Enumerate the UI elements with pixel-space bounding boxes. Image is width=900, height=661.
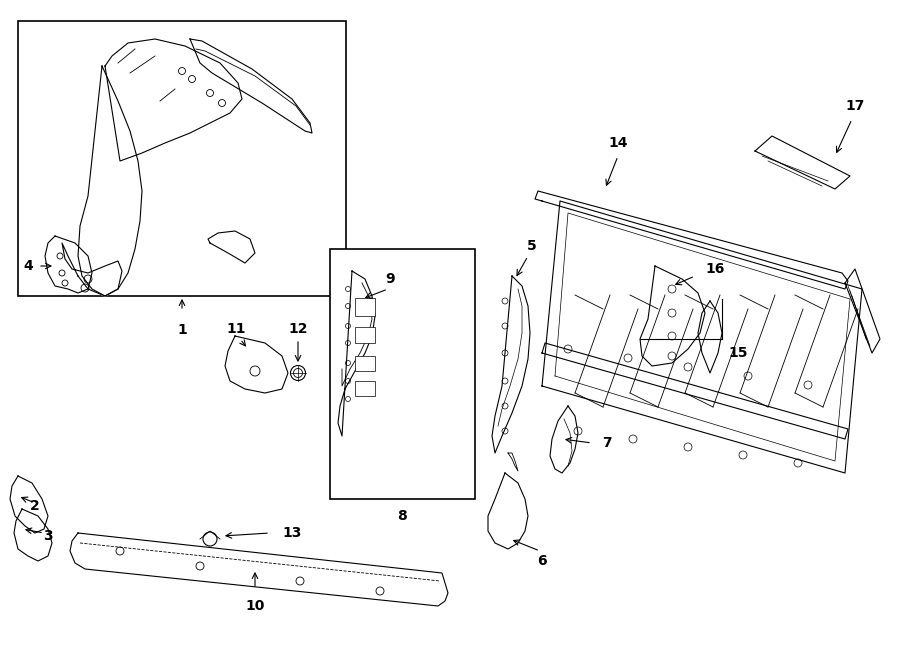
Circle shape — [203, 532, 217, 546]
Bar — [330, 249, 475, 499]
Polygon shape — [755, 136, 850, 189]
Text: 16: 16 — [705, 262, 725, 276]
Text: 5: 5 — [527, 239, 537, 253]
Polygon shape — [78, 66, 142, 296]
Text: 3: 3 — [43, 529, 53, 543]
Text: 11: 11 — [226, 322, 246, 336]
Polygon shape — [70, 533, 448, 606]
Polygon shape — [338, 271, 375, 436]
Text: 13: 13 — [282, 526, 302, 540]
Polygon shape — [488, 473, 528, 549]
Polygon shape — [845, 269, 880, 353]
Polygon shape — [45, 236, 92, 293]
Polygon shape — [508, 453, 518, 471]
Bar — [18, 21, 346, 296]
Text: 17: 17 — [845, 99, 865, 113]
Polygon shape — [10, 476, 48, 533]
Text: 4: 4 — [23, 259, 33, 273]
Text: 15: 15 — [728, 346, 748, 360]
Polygon shape — [105, 39, 242, 161]
Bar — [355, 298, 375, 316]
Polygon shape — [14, 509, 52, 561]
Polygon shape — [698, 301, 722, 373]
Polygon shape — [535, 191, 848, 289]
Polygon shape — [492, 276, 530, 453]
Text: 8: 8 — [397, 509, 407, 523]
Bar — [355, 327, 375, 343]
Text: 2: 2 — [30, 499, 40, 513]
Polygon shape — [542, 201, 862, 473]
Text: 9: 9 — [385, 272, 395, 286]
Polygon shape — [190, 39, 312, 133]
Text: 1: 1 — [177, 323, 187, 337]
Polygon shape — [208, 231, 255, 263]
Polygon shape — [640, 266, 705, 366]
Bar — [355, 356, 375, 371]
Polygon shape — [225, 336, 288, 393]
Text: 12: 12 — [288, 322, 308, 336]
Polygon shape — [542, 343, 848, 439]
Bar — [355, 381, 375, 396]
Text: 14: 14 — [608, 136, 628, 150]
Circle shape — [291, 366, 305, 381]
Polygon shape — [62, 243, 122, 296]
Text: 7: 7 — [602, 436, 612, 450]
Text: 6: 6 — [537, 554, 547, 568]
Text: 10: 10 — [246, 599, 265, 613]
Polygon shape — [550, 406, 578, 473]
